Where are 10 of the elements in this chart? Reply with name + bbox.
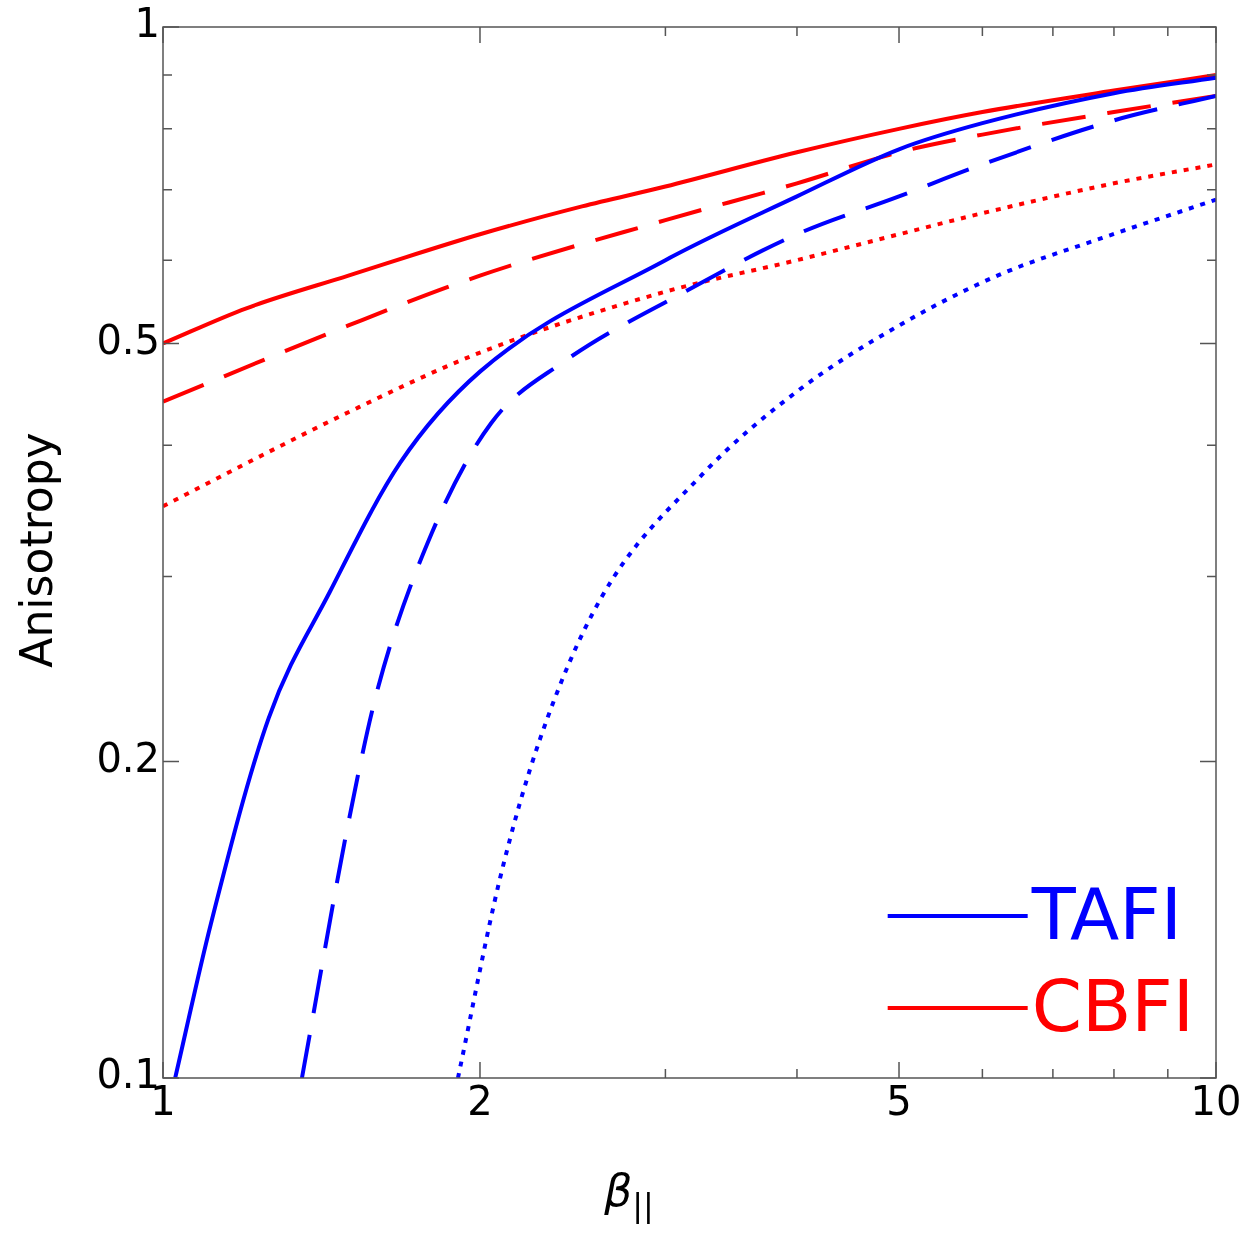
legend-label: CBFI [1031, 963, 1195, 1048]
x-axis-title: β$_{||}$ [603, 1165, 655, 1224]
y-tick-label: 0.2 [96, 735, 160, 782]
y-tick-label: 0.5 [96, 316, 160, 363]
x-tick-label: 5 [886, 1078, 912, 1125]
y-axis-title: Anisotropy [10, 432, 62, 668]
x-tick-label: 2 [467, 1078, 493, 1125]
legend-label: TAFI [1030, 871, 1182, 956]
y-tick-label: 1 [134, 0, 160, 47]
x-tick-label: 10 [1190, 1078, 1242, 1125]
